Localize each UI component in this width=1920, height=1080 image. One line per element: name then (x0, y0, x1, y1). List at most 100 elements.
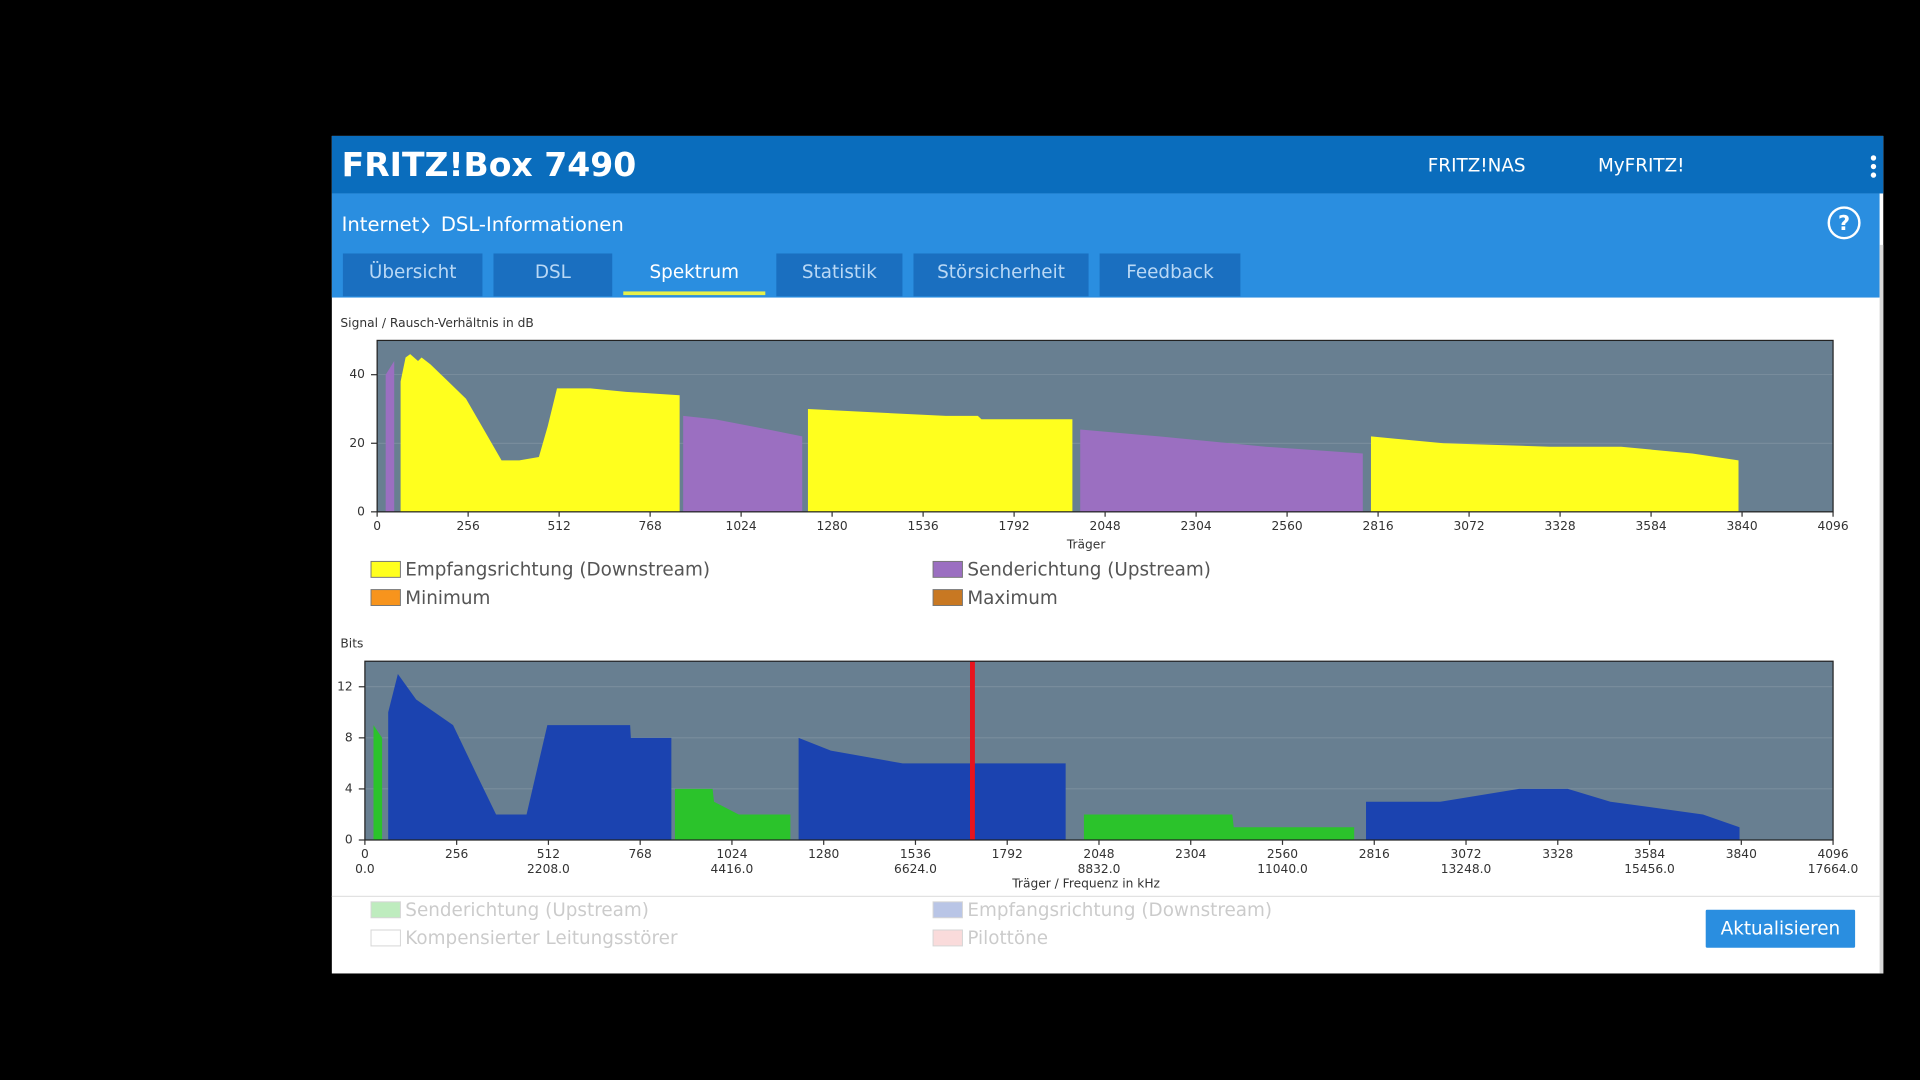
x-tick-label: 1024 (726, 519, 757, 533)
tab-label[interactable]: Feedback (1126, 262, 1214, 283)
area (373, 725, 383, 840)
x2-tick-label: 8832.0 (1078, 862, 1121, 876)
tab[interactable] (342, 253, 483, 297)
x2-tick-label: 2208.0 (527, 862, 570, 876)
area (388, 673, 672, 840)
legend-label: Empfangsrichtung (Downstream) (405, 560, 710, 581)
legend-label: Maximum (967, 588, 1057, 609)
breadcrumb-item[interactable]: Internet (342, 213, 420, 236)
tab[interactable] (1099, 253, 1241, 297)
help-icon[interactable] (1827, 206, 1861, 240)
header-link[interactable]: MyFRITZ! (1598, 156, 1685, 177)
help-label[interactable]: ? (1838, 211, 1850, 235)
x-tick-label: 3584 (1636, 519, 1667, 533)
area (1083, 814, 1355, 840)
legend: Senderichtung (Upstream) Empfangsrichtung… (370, 900, 1272, 949)
tab-label[interactable]: DSL (535, 262, 572, 283)
x2-tick-label: 4416.0 (711, 862, 754, 876)
chart: Bits 0 4 8 12 0 256 512 768 1024 1280 1536 1792 2048 2… (337, 637, 1858, 891)
x2-tick-label: 13248.0 (1441, 862, 1492, 876)
x-axis-label: Träger / Frequenz in kHz (1011, 877, 1160, 891)
y-tick-label: 12 (337, 679, 353, 693)
x-tick-label: 2304 (1181, 519, 1212, 533)
menu-dot[interactable] (1870, 155, 1877, 161)
x-tick-label: 4096 (1817, 847, 1848, 861)
menu-dot[interactable] (1870, 172, 1877, 178)
x-tick-label: 2048 (1083, 847, 1114, 861)
x-tick-label: 256 (456, 519, 480, 533)
legend-label: Pilottöne (967, 928, 1048, 949)
x2-tick-label: 11040.0 (1257, 862, 1308, 876)
x-tick-label: 2560 (1272, 519, 1303, 533)
x-tick-label: 3328 (1542, 847, 1573, 861)
legend-swatch (932, 589, 963, 606)
legend-swatch (932, 929, 963, 947)
x-tick-label: 1792 (992, 847, 1023, 861)
area (385, 360, 395, 512)
x-tick-label: 2304 (1175, 847, 1206, 861)
area (683, 415, 803, 512)
tab-label[interactable]: Störsicherheit (937, 262, 1065, 283)
header-link[interactable]: FRITZ!NAS (1428, 156, 1526, 177)
update-button[interactable] (1705, 909, 1856, 948)
area (1366, 788, 1740, 840)
breadcrumb-item: DSL-Informationen (441, 213, 624, 236)
x-tick-label: 1280 (808, 847, 839, 861)
legend-label: Empfangsrichtung (Downstream) (967, 900, 1272, 921)
y-tick-label: 0 (357, 504, 365, 518)
x-axis-label: Träger (1066, 537, 1106, 551)
x2-tick-label: 17664.0 (1808, 862, 1859, 876)
header-bar (331, 135, 1884, 194)
x-tick-label: 3840 (1726, 519, 1757, 533)
x-tick-label: 1024 (716, 847, 747, 861)
legend-swatch (932, 560, 963, 578)
x-tick-label: 3584 (1634, 847, 1665, 861)
x-tick-label: 4096 (1817, 519, 1848, 533)
x-tick-label: 3072 (1454, 519, 1485, 533)
x-tick-label: 768 (638, 519, 661, 533)
y-tick-label: 40 (349, 367, 365, 381)
tab[interactable] (623, 253, 766, 297)
area (798, 737, 1066, 840)
x-tick-label: 512 (537, 847, 560, 861)
menu-dot[interactable] (1870, 163, 1877, 170)
x-tick-label: 256 (445, 847, 469, 861)
legend-swatch (370, 901, 401, 919)
legend-label: Minimum (405, 588, 490, 609)
legend-label: Senderichtung (Upstream) (405, 900, 649, 921)
y-axis-label: Signal / Rausch-Verhältnis in dB (340, 316, 533, 330)
tab-label[interactable]: Übersicht (369, 261, 457, 283)
update-button-label[interactable]: Aktualisieren (1721, 918, 1841, 939)
area (400, 354, 680, 512)
tab[interactable] (493, 253, 613, 297)
x-tick-label: 3840 (1726, 847, 1757, 861)
x-tick-label: 2560 (1267, 847, 1298, 861)
y-axis-label: Bits (340, 637, 363, 651)
x2-tick-label: 15456.0 (1624, 862, 1675, 876)
x2-tick-label: 0.0 (355, 862, 374, 876)
tab-label[interactable]: Spektrum (650, 262, 740, 283)
scrollbar (1879, 244, 1884, 974)
x-tick-label: 3328 (1545, 519, 1576, 533)
x-tick-label: 1792 (999, 519, 1030, 533)
tab[interactable] (913, 253, 1089, 297)
x-tick-label: 3072 (1450, 847, 1481, 861)
area (807, 408, 1073, 512)
tab[interactable] (776, 253, 903, 297)
y-tick-label: 8 (345, 730, 353, 744)
area (1080, 429, 1363, 512)
x-tick-label: 512 (547, 519, 570, 533)
legend-label: Kompensierter Leitungsstörer (405, 928, 678, 949)
y-tick-label: 0 (345, 833, 353, 847)
area (1370, 436, 1739, 512)
x2-tick-label: 6624.0 (894, 862, 937, 876)
app-title: FRITZ!Box 7490 (342, 145, 637, 184)
breadcrumb-chevron (421, 217, 430, 234)
x-tick-label: 1280 (817, 519, 848, 533)
legend: Empfangsrichtung (Downstream) Senderichtu… (370, 560, 1211, 609)
area (674, 788, 791, 840)
tab-indicator (623, 291, 766, 296)
tab-label[interactable]: Statistik (802, 262, 877, 283)
